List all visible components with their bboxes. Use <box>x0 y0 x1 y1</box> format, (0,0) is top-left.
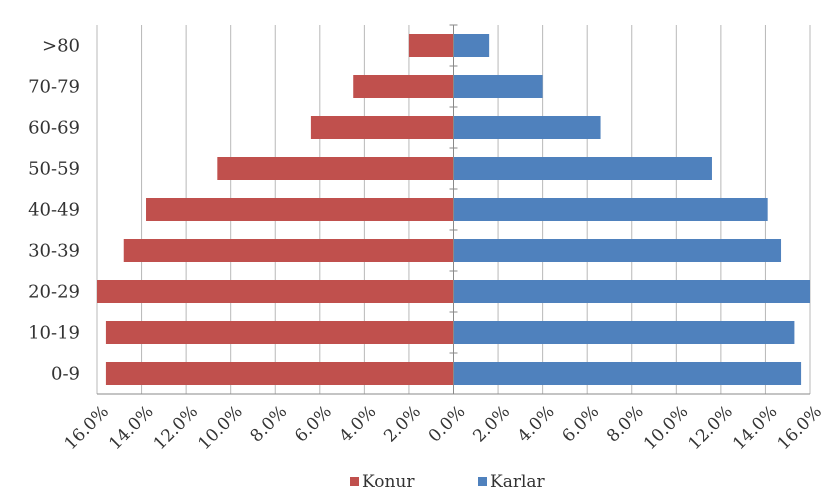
bar-karlar-30-39 <box>453 239 782 262</box>
bar-karlar-70-79 <box>453 75 543 98</box>
category-label: >80 <box>42 36 80 57</box>
category-label: 50-59 <box>28 159 80 180</box>
category-label: 70-79 <box>28 77 80 98</box>
x-tick-label: 6.0% <box>559 402 604 447</box>
bar-konur-30-39 <box>123 239 454 262</box>
x-tick-label: 4.0% <box>514 402 559 447</box>
x-tick-labels: 16.0%14.0%12.0%10.0% 8.0% 6.0% 4.0% 2.0% 0.0%… <box>61 402 822 454</box>
category-labels: 0-9 10-19 20-29 30-39 40-49 50-59 60-69 70-79 >8… <box>28 36 80 385</box>
x-tick-label: 10.0% <box>640 402 692 454</box>
category-label: 30-39 <box>28 241 80 262</box>
legend: Konur Karlar <box>350 472 546 492</box>
bar-konur-50-59 <box>217 157 454 180</box>
bar-konur-60-69 <box>310 116 454 139</box>
bar-karlar->80 <box>453 34 490 57</box>
bar-konur-70-79 <box>353 75 454 98</box>
bar-karlar-0-9 <box>453 362 802 385</box>
bar-konur-10-19 <box>105 321 454 344</box>
bar-konur-0-9 <box>105 362 454 385</box>
legend-label-konur: Konur <box>362 472 415 492</box>
x-tick-label: 10.0% <box>194 402 246 454</box>
bar-karlar-20-29 <box>453 280 810 303</box>
x-tick-label: 4.0% <box>336 402 381 447</box>
x-tick-label: 14.0% <box>729 402 781 454</box>
legend-swatch-karlar <box>478 477 487 486</box>
category-label: 10-19 <box>28 323 80 344</box>
bar-konur-20-29 <box>97 280 454 303</box>
x-tick-label: 2.0% <box>469 402 514 447</box>
category-label: 20-29 <box>28 282 80 303</box>
category-label: 60-69 <box>28 118 80 139</box>
x-tick-label: 0.0% <box>425 402 470 447</box>
bar-konur->80 <box>408 34 454 57</box>
bar-karlar-60-69 <box>453 116 601 139</box>
x-tick-label: 14.0% <box>105 402 157 454</box>
axes <box>97 24 810 395</box>
x-tick-label: 6.0% <box>291 402 336 447</box>
x-tick-label: 16.0% <box>774 402 822 454</box>
bar-karlar-50-59 <box>453 157 712 180</box>
bar-karlar-40-49 <box>453 198 768 221</box>
x-tick-label: 16.0% <box>61 402 113 454</box>
x-tick-label: 8.0% <box>247 402 292 447</box>
category-label: 0-9 <box>51 364 80 385</box>
bars <box>97 34 810 385</box>
x-tick-label: 12.0% <box>150 402 202 454</box>
x-tick-label: 2.0% <box>380 402 425 447</box>
category-label: 40-49 <box>28 200 80 221</box>
bar-karlar-10-19 <box>453 321 795 344</box>
legend-label-karlar: Karlar <box>490 472 546 492</box>
x-tick-label: 12.0% <box>685 402 737 454</box>
legend-swatch-konur <box>350 477 359 486</box>
bar-konur-40-49 <box>146 198 454 221</box>
